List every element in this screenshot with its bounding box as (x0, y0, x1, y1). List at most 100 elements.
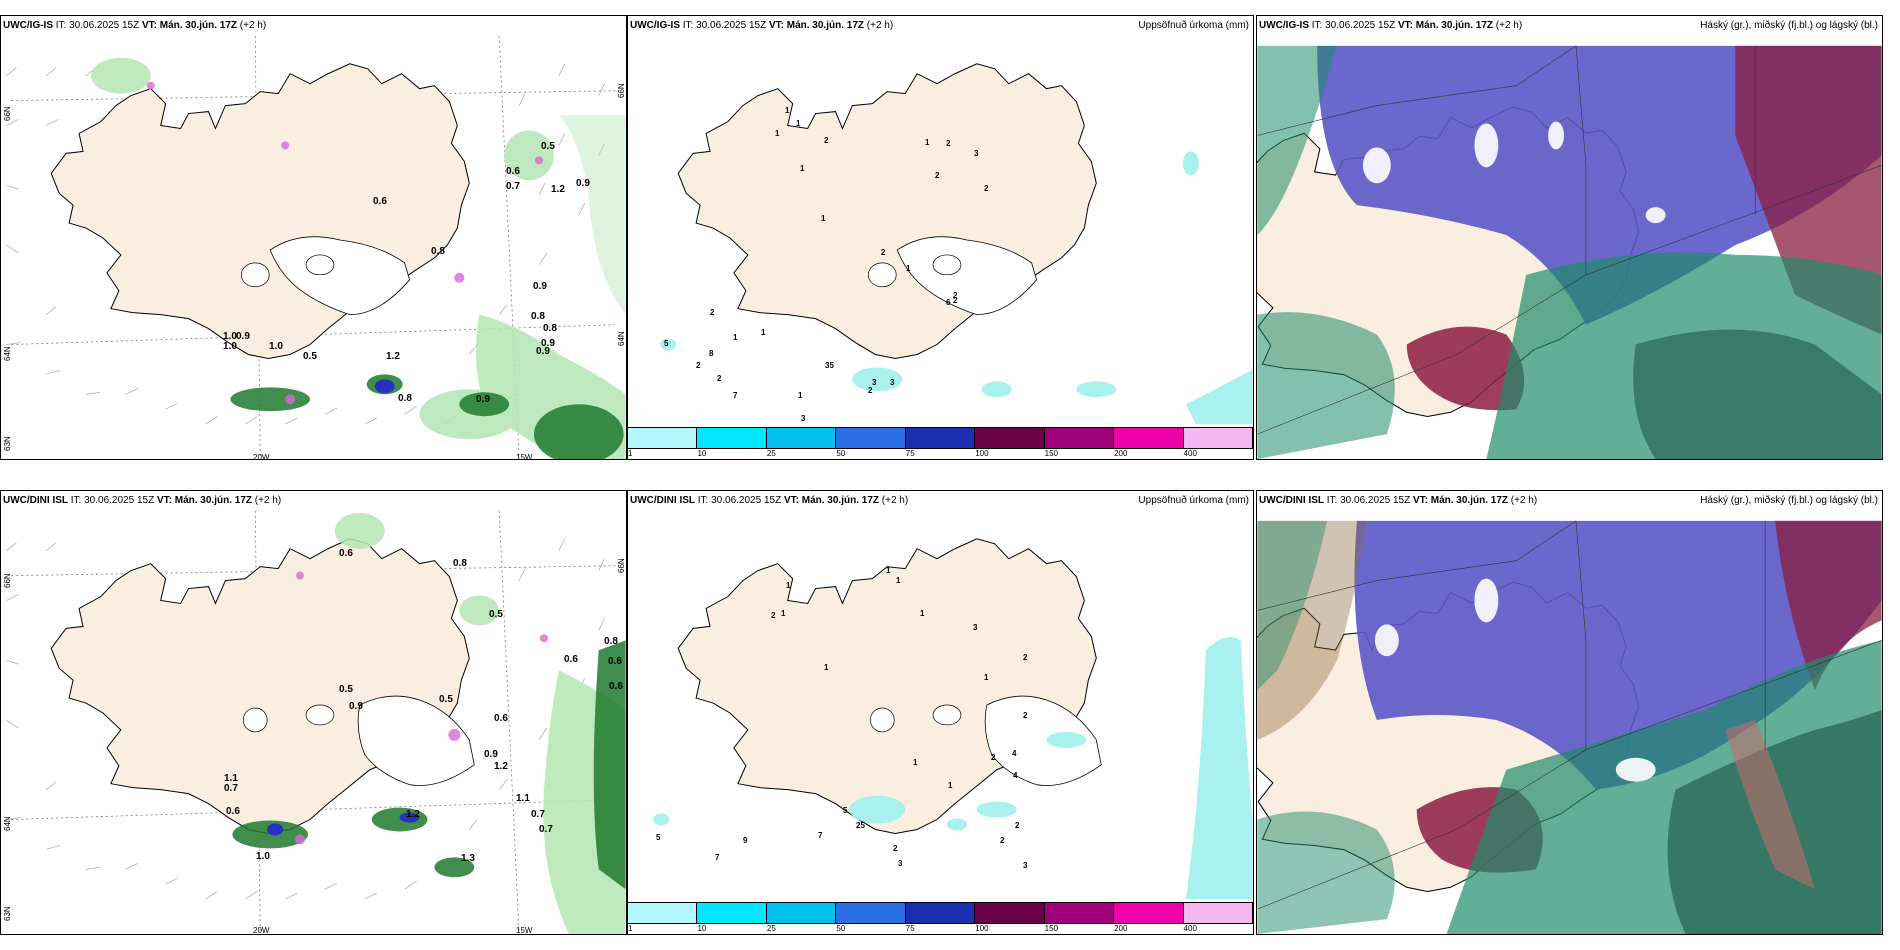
value-label: 0.8 (398, 393, 412, 404)
legend-label: 50 (836, 449, 846, 458)
precip-value: 5 (843, 806, 848, 815)
lead-time: (+2 h) (866, 20, 894, 31)
precip-value: 1 (761, 328, 766, 337)
value-label: 0.7 (539, 824, 553, 835)
legend-swatch (1183, 428, 1253, 448)
value-label: 1.0 (223, 341, 237, 352)
precip-value: 2 (991, 753, 996, 762)
precip-value: 1 (781, 609, 786, 618)
value-label: 0.8 (531, 311, 545, 322)
legend-label: 200 (1114, 449, 1128, 458)
value-label: 1.2 (551, 184, 565, 195)
lon-label-15: 15W (516, 926, 533, 935)
precip-value: 7 (818, 831, 823, 840)
lead-time: (+2 h) (1495, 20, 1523, 31)
precip-value: 2 (935, 171, 940, 180)
it-label: IT: (1311, 20, 1323, 31)
precip-value: 1 (920, 609, 925, 618)
field-title: Háský (gr.), miðský (fj.bl.) og lágský (… (1700, 20, 1878, 31)
lon-label-20: 20W (253, 453, 270, 460)
legend-swatch (628, 428, 698, 448)
precip-value: 9 (743, 836, 748, 845)
value-label: 0.7 (506, 181, 520, 192)
field-title: Uppsöfnuð úrkoma (mm) (1138, 20, 1249, 31)
value-label: 0.5 (541, 141, 555, 152)
lead-time: (+2 h) (239, 20, 267, 31)
value-label: 0.6 (609, 681, 623, 692)
precip-value: 2 (771, 611, 776, 620)
legend-swatch (836, 903, 906, 923)
it-value: 30.06.2025 15Z (711, 495, 782, 506)
legend-swatch (1114, 428, 1184, 448)
wind-precip-map (6, 510, 626, 934)
precip-value: 3 (890, 378, 895, 387)
vt-value: Mán. 30.jún. 17Z (786, 20, 864, 31)
value-label: 0.9 (541, 338, 555, 349)
precip-value: 1 (821, 214, 826, 223)
precip-value: 1 (785, 106, 790, 115)
precip-value: 1 (798, 391, 803, 400)
precip-value: 2 (1015, 821, 1020, 830)
accum-precip-map (653, 538, 1253, 900)
precip-value: 3 (872, 378, 877, 387)
lat-label-66: 66N (3, 106, 12, 121)
precip-value: 2 (1023, 653, 1028, 662)
it-label: IT: (1326, 495, 1338, 506)
precip-value: 1 (886, 566, 891, 575)
value-label: 0.6 (564, 654, 578, 665)
legend-swatch (836, 428, 906, 448)
legend-swatch (1183, 903, 1253, 923)
lat-label-64-right: 64N (617, 331, 626, 346)
lat-label-64: 64N (3, 346, 12, 361)
value-label: 0.6 (608, 656, 622, 667)
precip-value: 7 (715, 853, 720, 862)
precip-value: 4 (1013, 771, 1018, 780)
it-label: IT: (55, 20, 67, 31)
model-name: UWC/IG-IS (1259, 20, 1309, 31)
legend-label: 100 (975, 449, 989, 458)
precip-value: 1 (948, 781, 953, 790)
it-value: 30.06.2025 15Z (69, 20, 140, 31)
panel-dini-isl-clouds: UWC/DINI ISL IT: 30.06.2025 15Z VT: Mán.… (1256, 490, 1883, 935)
legend-swatch (697, 903, 767, 923)
value-label: 0.7 (224, 783, 238, 794)
precip-legend-labels: 1 10 25 50 75 100 150 200 400 (628, 924, 1253, 934)
legend-swatch (905, 428, 976, 448)
precip-legend-labels: 1 10 25 50 75 100 150 200 400 (628, 449, 1253, 459)
precip-value: 1 (984, 673, 989, 682)
vt-label: VT: (141, 20, 157, 31)
legend-label: 400 (1183, 924, 1197, 933)
precip-value: 1 (786, 581, 791, 590)
precip-value: 5 (664, 339, 669, 348)
precip-value: 3 (801, 414, 806, 423)
wind-precip-map (6, 35, 626, 459)
precip-value: 2 (953, 296, 958, 305)
legend-swatch (905, 903, 976, 923)
legend-label: 75 (905, 924, 915, 933)
precip-value: 2 (710, 308, 715, 317)
vt-value: Mán. 30.jún. 17Z (159, 20, 237, 31)
value-label: 0.9 (476, 394, 490, 405)
lat-label-63: 63N (3, 906, 12, 921)
value-label: 0.9 (349, 701, 363, 712)
legend-label: 75 (905, 449, 915, 458)
it-label: IT: (697, 495, 709, 506)
precip-value: 8 (709, 349, 714, 358)
precip-value: 1 (733, 333, 738, 342)
precip-value: 1 (800, 164, 805, 173)
value-label: 0.5 (489, 609, 503, 620)
precip-value: 2 (984, 184, 989, 193)
precip-value: 1 (796, 119, 801, 128)
field-title: Háský (gr.), miðský (fj.bl.) og lágský (… (1700, 495, 1878, 506)
value-label: 0.6 (339, 548, 353, 559)
value-label: 0.6 (506, 166, 520, 177)
lat-label-63: 63N (3, 436, 12, 451)
value-label: 1.1 (516, 793, 530, 804)
legend-swatch (766, 903, 837, 923)
precip-value: 25 (856, 821, 865, 830)
legend-label: 25 (766, 449, 776, 458)
vt-value: Mán. 30.jún. 17Z (1415, 20, 1493, 31)
legend-label: 100 (975, 924, 989, 933)
legend-label: 10 (697, 449, 707, 458)
lat-label-66: 66N (3, 573, 12, 588)
